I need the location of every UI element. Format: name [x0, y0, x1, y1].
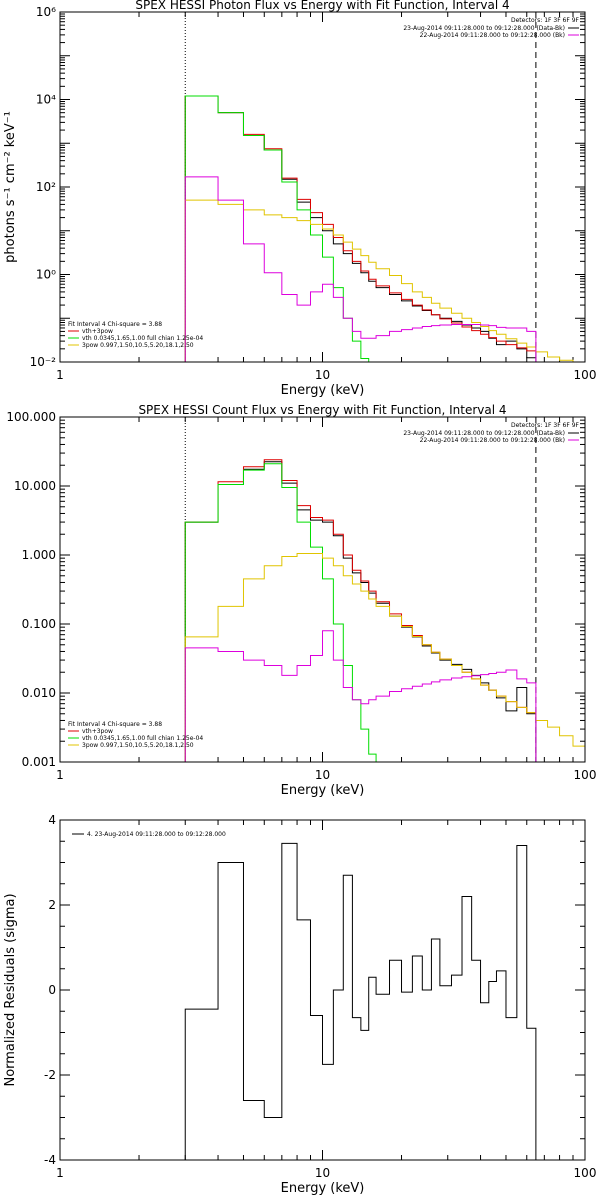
x-tick-label: 1	[56, 368, 64, 382]
y-tick-label: -2	[44, 1068, 56, 1082]
legend-bottom: Fit Interval 4 Chi-square = 3.88vth+3pow…	[68, 721, 203, 749]
y-tick-label: 10⁶	[36, 5, 56, 19]
legend-label: vth 0.0345,1.65,1.00 full chian 1.25e-04	[82, 335, 203, 342]
plot-frame	[59, 819, 586, 1161]
legend-label: 23-Aug-2014 09:11:28.000 to 09:12:28.000…	[403, 25, 565, 32]
y-tick-label: 1.000	[22, 548, 56, 562]
series-vth	[184, 463, 383, 762]
x-tick-label: 10	[315, 368, 330, 382]
x-axis-label: Energy (keV)	[281, 783, 365, 798]
y-tick-label: 4	[48, 813, 56, 827]
plot-frame	[59, 11, 586, 363]
series-3pow	[184, 553, 585, 762]
legend-label: 22-Aug-2014 09:11:28.000 to 09:12:28.000…	[420, 32, 565, 39]
y-tick-label: 0	[48, 983, 56, 997]
series-3pow	[184, 199, 585, 362]
legend-header: Detectors: 1F 3F 6F 9F	[511, 17, 580, 24]
x-tick-label: 10	[315, 1166, 330, 1180]
y-tick-label: 10²	[36, 180, 56, 194]
legend-bottom: Fit Interval 4 Chi-square = 3.88vth+3pow…	[68, 321, 203, 349]
legend-label: 3pow 0.997,1.50,10.5,5.20,18.1,2.50	[82, 342, 194, 349]
y-tick-label: 10⁻²	[30, 355, 57, 369]
legend-header: Fit Interval 4 Chi-square = 3.88	[68, 321, 162, 328]
y-tick-label: 10.000	[14, 479, 56, 493]
x-tick-label: 10	[315, 768, 330, 782]
y-axis-label: photons s⁻¹ cm⁻² keV⁻¹	[3, 111, 18, 263]
series-vth-3pow	[184, 95, 536, 362]
series-bk	[184, 176, 537, 362]
series-vth	[184, 95, 383, 362]
plot-area	[184, 459, 585, 762]
plot-area	[184, 842, 537, 1160]
x-tick-label: 100	[574, 368, 597, 382]
legend-label: vth+3pow	[82, 328, 113, 335]
y-tick-label: 0.010	[22, 686, 56, 700]
x-tick-label: 1	[56, 768, 64, 782]
chart-residuals: 1 10 100 Energy (keV) -4 -2 0 2 4 Normalized Resi…	[3, 813, 596, 1196]
y-tick-label: 0.001	[22, 755, 56, 769]
x-axis-label: Energy (keV)	[281, 383, 365, 398]
legend-label: vth 0.0345,1.65,1.00 full chian 1.25e-04	[82, 735, 203, 742]
legend-label: 22-Aug-2014 09:11:28.000 to 09:12:28.000…	[420, 437, 565, 444]
y-tick-label: 10⁴	[36, 93, 56, 107]
series-residuals	[184, 842, 537, 1160]
y-tick-label: -4	[44, 1153, 56, 1167]
x-tick-label: 100	[574, 1166, 597, 1180]
y-axis-label: Normalized Residuals (sigma)	[3, 893, 18, 1086]
series-data	[184, 95, 537, 362]
x-axis-label: Energy (keV)	[281, 1181, 365, 1196]
legend-label: 3pow 0.997,1.50,10.5,5.20,18.1,2.50	[82, 742, 194, 749]
legend-label: 23-Aug-2014 09:11:28.000 to 09:12:28.000…	[403, 430, 565, 437]
legend-label: 4. 23-Aug-2014 09:11:28.000 to 09:12:28.…	[87, 831, 226, 838]
legend: 4. 23-Aug-2014 09:11:28.000 to 09:12:28.…	[72, 831, 226, 838]
y-tick-label: 0.100	[22, 617, 56, 631]
chart-count: SPEX HESSI Count Flux vs Energy with Fit…	[6, 403, 596, 798]
y-tick-label: 2	[48, 898, 56, 912]
y-tick-label: 100.000	[6, 410, 56, 424]
series-bk	[184, 630, 537, 762]
legend-header: Detectors: 1F 3F 6F 9F	[511, 422, 580, 429]
plot-frame	[59, 416, 586, 763]
x-tick-label: 100	[574, 768, 597, 782]
chart-title: SPEX HESSI Photon Flux vs Energy with Fi…	[135, 0, 509, 12]
chart-photon: SPEX HESSI Photon Flux vs Energy with Fi…	[3, 0, 596, 398]
plot-area	[184, 95, 585, 362]
legend-header: Fit Interval 4 Chi-square = 3.88	[68, 721, 162, 728]
y-tick-label: 10⁰	[36, 268, 56, 282]
chart-title: SPEX HESSI Count Flux vs Energy with Fit…	[138, 403, 506, 417]
x-tick-label: 1	[56, 1166, 64, 1180]
legend-label: vth+3pow	[82, 728, 113, 735]
